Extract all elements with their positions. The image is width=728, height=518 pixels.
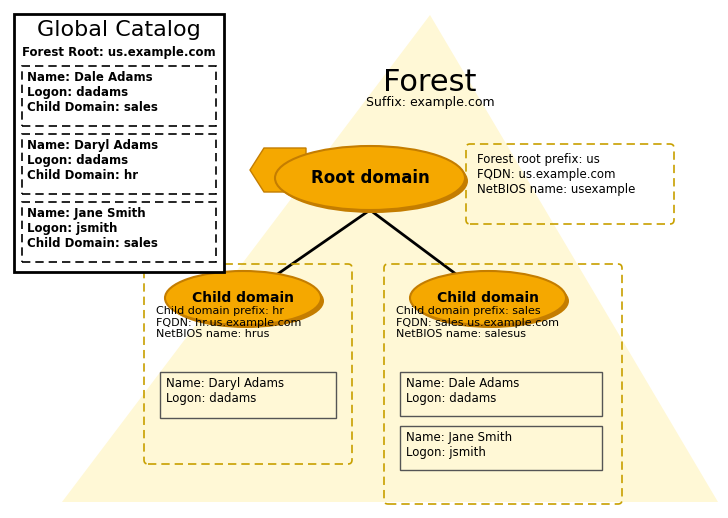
Text: Child domain: Child domain (437, 291, 539, 305)
Ellipse shape (275, 146, 465, 210)
Text: Name: Daryl Adams
Logon: dadams: Name: Daryl Adams Logon: dadams (166, 377, 284, 405)
Text: Root domain: Root domain (311, 169, 430, 187)
Ellipse shape (278, 149, 468, 213)
Ellipse shape (410, 271, 566, 325)
Polygon shape (62, 15, 718, 502)
Ellipse shape (168, 274, 324, 328)
Text: Name: Dale Adams
Logon: dadams
Child Domain: sales: Name: Dale Adams Logon: dadams Child Dom… (27, 71, 158, 114)
Text: Suffix: example.com: Suffix: example.com (365, 96, 494, 109)
Text: Forest root prefix: us
FQDN: us.example.com
NetBIOS name: usexample: Forest root prefix: us FQDN: us.example.… (477, 153, 636, 196)
Text: Name: Dale Adams
Logon: dadams: Name: Dale Adams Logon: dadams (406, 377, 519, 405)
Ellipse shape (165, 271, 321, 325)
Text: Child domain prefix: hr
FQDN: hr.us.example.com
NetBIOS name: hrus: Child domain prefix: hr FQDN: hr.us.exam… (156, 306, 301, 339)
Text: Forest: Forest (383, 68, 477, 97)
FancyBboxPatch shape (14, 14, 224, 272)
Ellipse shape (413, 274, 569, 328)
Text: Name: Jane Smith
Logon: jsmith: Name: Jane Smith Logon: jsmith (406, 431, 512, 459)
Text: Name: Daryl Adams
Logon: dadams
Child Domain: hr: Name: Daryl Adams Logon: dadams Child Do… (27, 139, 158, 182)
Text: Forest Root: us.example.com: Forest Root: us.example.com (22, 46, 215, 59)
Polygon shape (250, 148, 306, 192)
Text: Child domain: Child domain (192, 291, 294, 305)
Text: Name: Jane Smith
Logon: jsmith
Child Domain: sales: Name: Jane Smith Logon: jsmith Child Dom… (27, 207, 158, 250)
Text: Child domain prefix: sales
FQDN: sales.us.example.com
NetBIOS name: salesus: Child domain prefix: sales FQDN: sales.u… (396, 306, 559, 339)
Text: Global Catalog: Global Catalog (37, 20, 201, 40)
